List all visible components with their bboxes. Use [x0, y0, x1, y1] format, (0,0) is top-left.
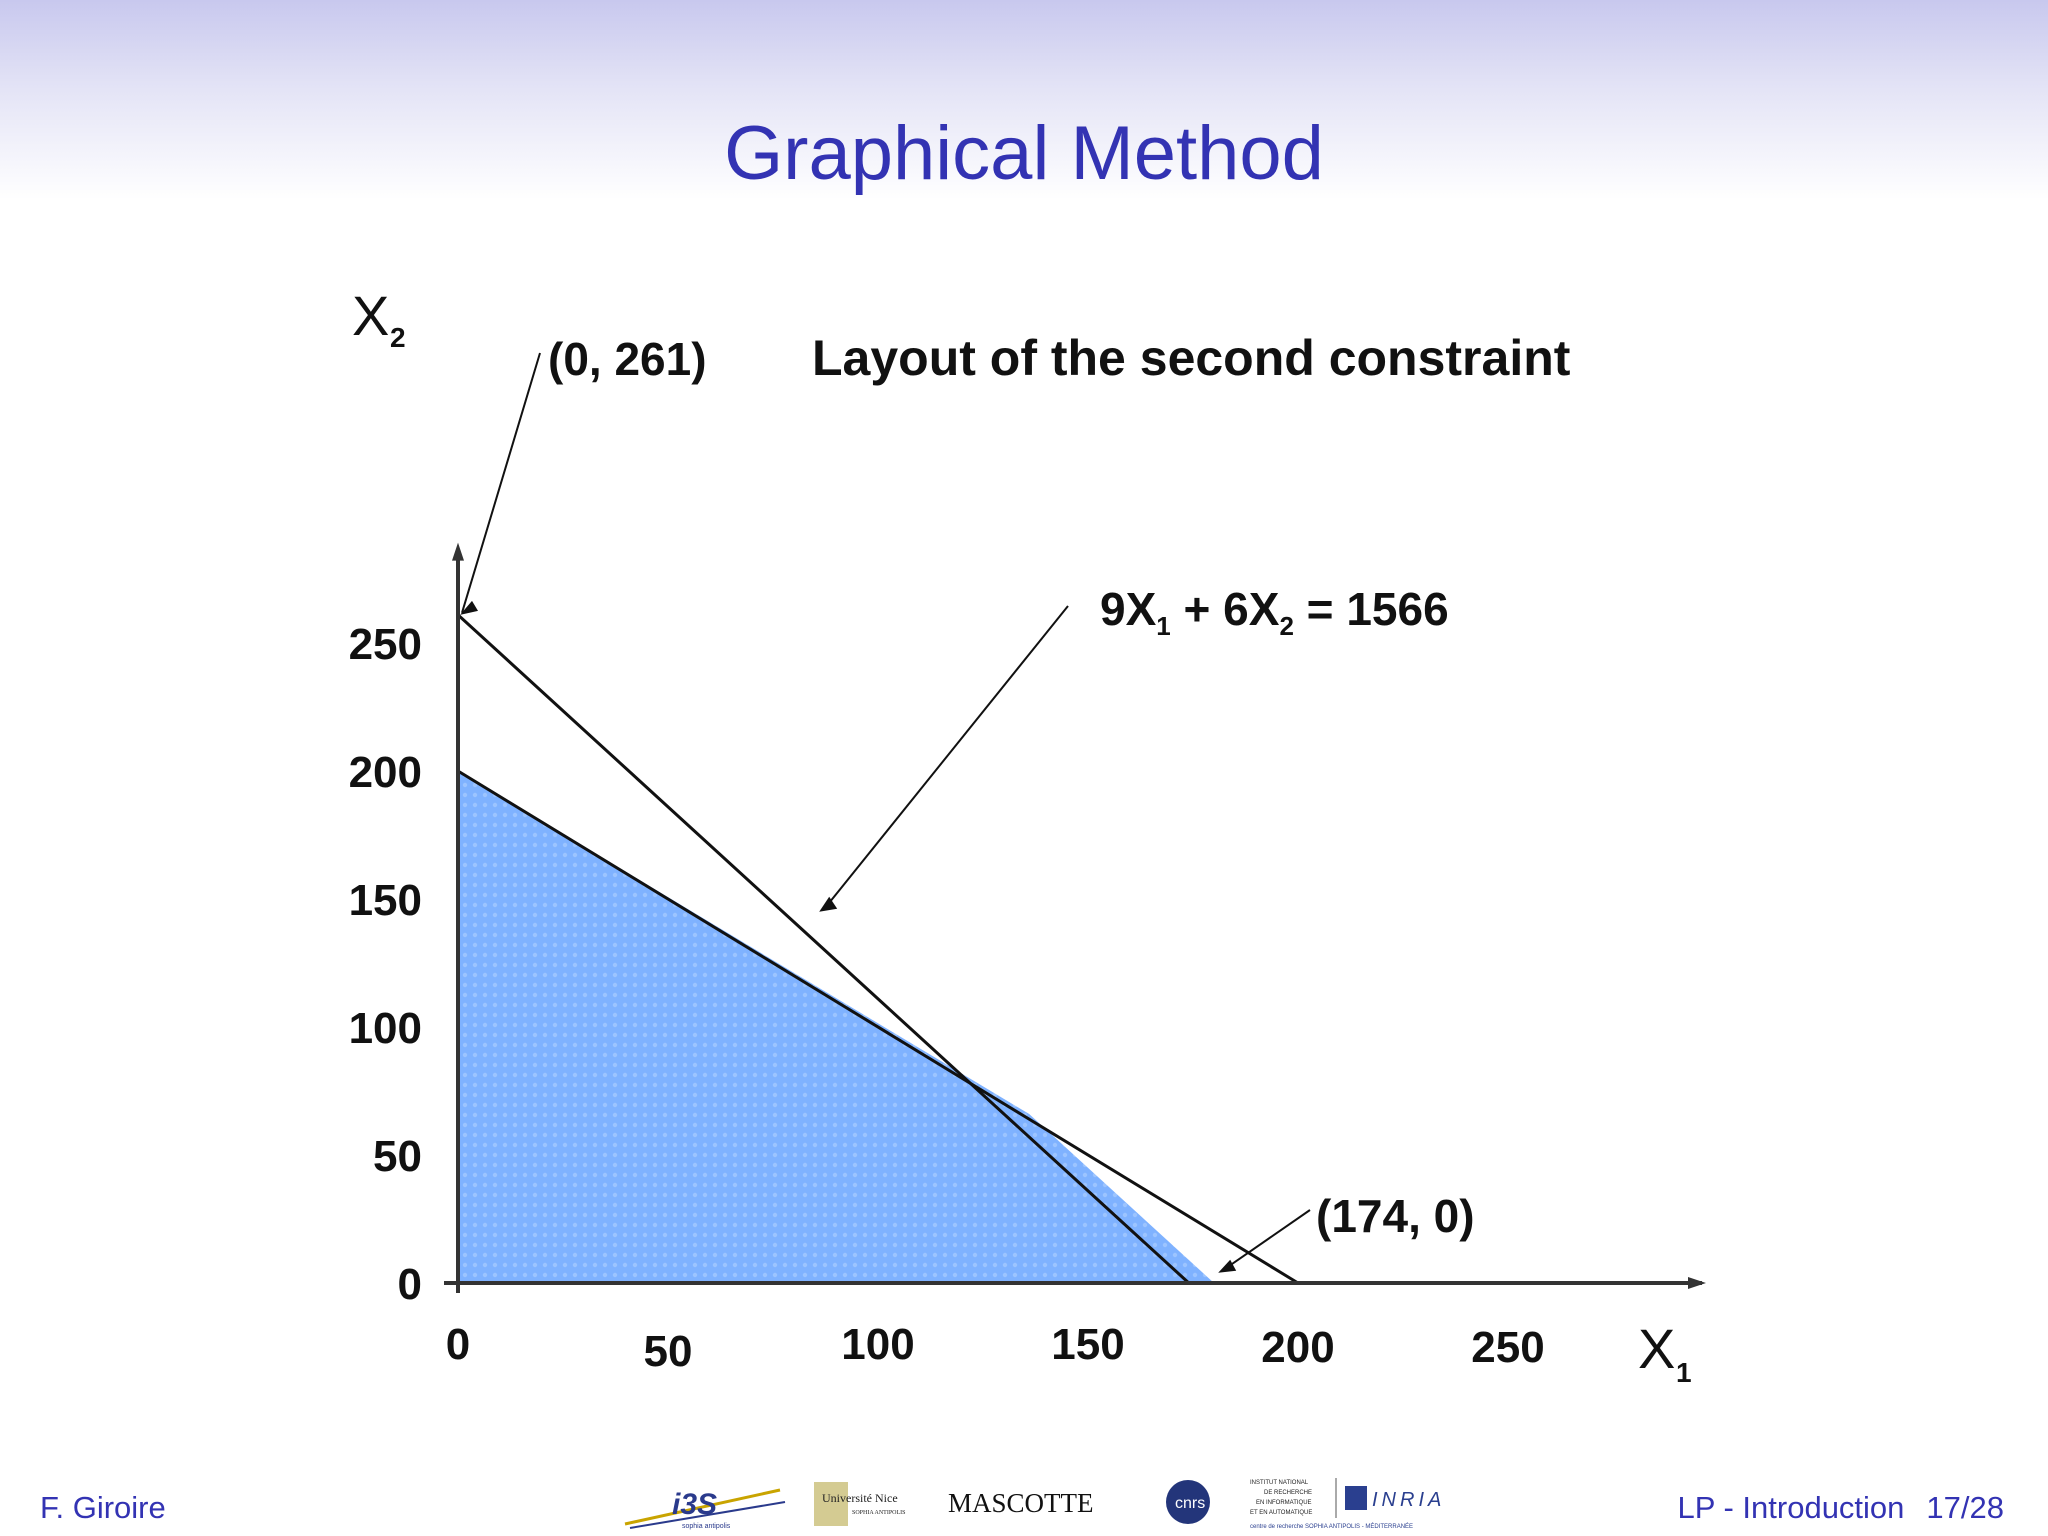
- svg-text:cnrs: cnrs: [1175, 1495, 1205, 1512]
- equation-subscript: 2: [1279, 611, 1293, 641]
- svg-text:sophia antipolis: sophia antipolis: [682, 1523, 731, 1530]
- annotation-arrow-y: [461, 352, 541, 614]
- svg-text:INRIA: INRIA: [1372, 1489, 1445, 1511]
- svg-text:Université Nice: Université Nice: [822, 1491, 898, 1505]
- equation-text: = 1566: [1294, 583, 1449, 635]
- y-tick-label: 100: [349, 1004, 422, 1053]
- y-tick-label: 0: [398, 1260, 422, 1309]
- y-tick-label: 150: [349, 876, 422, 925]
- constraint-equation-label: 9X1 + 6X2 = 1566: [1100, 583, 1449, 641]
- logo-strip: i3S sophia antipolis Université Nice SOP…: [624, 1478, 1445, 1530]
- y-axis-label: X: [352, 284, 389, 347]
- svg-text:SOPHIA ANTIPOLIS: SOPHIA ANTIPOLIS: [852, 1510, 906, 1516]
- x-axis-label: X: [1638, 1317, 1675, 1380]
- annotation-intercept-y: (0, 261): [548, 333, 707, 385]
- svg-text:i3S: i3S: [672, 1488, 717, 1521]
- slide-title: Graphical Method: [724, 111, 1324, 196]
- x-axis-label-subscript: 1: [1676, 1357, 1692, 1388]
- equation-arrowhead: [819, 896, 838, 912]
- header-band: [0, 0, 2048, 200]
- footer-right: LP - Introduction 17/28: [1656, 1490, 2004, 1526]
- x-axis-arrow: [1688, 1277, 1706, 1289]
- cnrs-logo: cnrs: [1166, 1480, 1210, 1524]
- y-tick-label: 50: [373, 1132, 422, 1181]
- unice-logo: Université Nice SOPHIA ANTIPOLIS: [814, 1482, 906, 1526]
- footer-page: 17/28: [1926, 1490, 2004, 1525]
- equation-text: + 6X: [1171, 583, 1280, 635]
- equation-arrow: [824, 605, 1069, 909]
- y-tick-label: 200: [349, 748, 422, 797]
- annotation-arrowhead-x: [1218, 1259, 1237, 1273]
- equation-subscript: 1: [1156, 611, 1170, 641]
- x-tick-label: 50: [644, 1327, 693, 1376]
- equation-text: 9X: [1100, 583, 1157, 635]
- annotation-arrowhead-y: [460, 600, 478, 615]
- x-tick-label: 250: [1471, 1323, 1544, 1372]
- i3s-logo: i3S sophia antipolis: [624, 1488, 786, 1530]
- y-tick-label: 250: [349, 620, 422, 669]
- y-axis-arrow: [452, 542, 464, 561]
- x-tick-label: 100: [841, 1320, 914, 1369]
- mascotte-logo: MASCOTTE: [948, 1488, 1094, 1518]
- constraint-line-1: [456, 613, 1190, 1285]
- constraint-line-2: [457, 769, 1299, 1285]
- svg-text:INSTITUT NATIONAL: INSTITUT NATIONAL: [1250, 1480, 1309, 1486]
- chart-title: Layout of the second constraint: [812, 330, 1571, 386]
- annotation-arrow-x: [1221, 1209, 1311, 1272]
- feasible-region: [458, 771, 1214, 1283]
- x-tick-label: 150: [1051, 1320, 1124, 1369]
- svg-text:ET EN AUTOMATIQUE: ET EN AUTOMATIQUE: [1250, 1510, 1312, 1516]
- svg-text:centre de recherche SOPHIA ANT: centre de recherche SOPHIA ANTIPOLIS - M…: [1250, 1523, 1413, 1530]
- svg-text:DE RECHERCHE: DE RECHERCHE: [1264, 1490, 1312, 1496]
- y-axis-label-subscript: 2: [390, 322, 406, 353]
- footer-author: F. Giroire: [40, 1490, 166, 1525]
- svg-text:EN INFORMATIQUE: EN INFORMATIQUE: [1256, 1500, 1312, 1506]
- footer-section: LP - Introduction: [1677, 1490, 1905, 1525]
- x-tick-label: 200: [1261, 1323, 1334, 1372]
- annotation-intercept-x: (174, 0): [1316, 1190, 1475, 1242]
- inria-logo: INSTITUT NATIONAL DE RECHERCHE EN INFORM…: [1250, 1478, 1445, 1530]
- x-tick-label: 0: [446, 1320, 470, 1369]
